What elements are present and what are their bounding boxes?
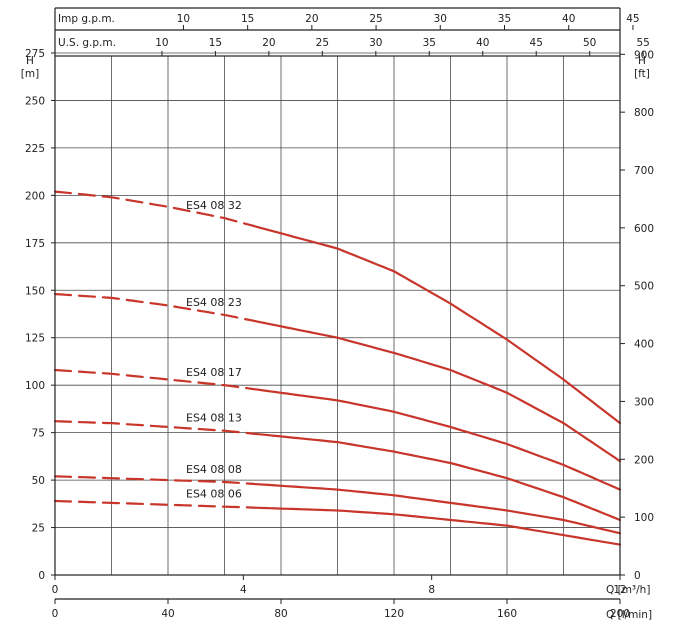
tick-label-us-45: 45 xyxy=(530,37,543,49)
curve-solid-1 xyxy=(251,319,622,463)
tick-label-yft-300: 300 xyxy=(634,396,654,408)
x-label-m3h: Q [m³/h] xyxy=(606,584,650,596)
tick-label-m3h-0: 0 xyxy=(52,584,59,596)
series-label-3: ES4 08 13 xyxy=(186,412,242,425)
tick-label-ym-150: 150 xyxy=(25,285,45,297)
series-label-5: ES4 08 06 xyxy=(186,488,242,501)
tick-label-lmin-80: 80 xyxy=(274,608,287,620)
curves: ES4 08 32 ES4 08 23 ES4 08 17 ES4 08 13 ES4 … xyxy=(53,190,622,546)
tick-label-us-40: 40 xyxy=(476,37,489,49)
curve-dashed-5 xyxy=(53,499,254,509)
tick-label-us-35: 35 xyxy=(423,37,436,49)
tick-label-m3h-8: 8 xyxy=(428,584,435,596)
tick-label-yft-900: 900 xyxy=(634,49,654,61)
curve-dashed-0 xyxy=(53,190,254,227)
tick-label-us-55: 55 xyxy=(636,37,649,49)
plot-frame xyxy=(54,7,621,600)
tick-label-imp-30: 30 xyxy=(434,13,447,25)
tick-label-us-10: 10 xyxy=(155,37,168,49)
top-axis-label-us: U.S. g.p.m. xyxy=(58,37,116,49)
curve-solid-0 xyxy=(251,224,622,425)
series-label-1: ES4 08 23 xyxy=(186,296,242,309)
tick-label-ym-250: 250 xyxy=(25,95,45,107)
y-left-label-h: H xyxy=(26,55,34,67)
curve-dashed-4 xyxy=(53,475,254,485)
tick-label-ym-75: 75 xyxy=(32,428,45,440)
tick-label-us-25: 25 xyxy=(316,37,329,49)
axis-labels: Imp g.p.m. U.S. g.p.m. H [m] H [ft] Q [m… xyxy=(21,13,652,621)
tick-label-yft-100: 100 xyxy=(634,512,654,524)
tick-label-m3h-12: 12 xyxy=(613,584,626,596)
tick-label-ym-125: 125 xyxy=(25,333,45,345)
tick-label-ym-25: 25 xyxy=(32,523,45,535)
tick-label-yft-200: 200 xyxy=(634,454,654,466)
tick-label-yft-0: 0 xyxy=(634,570,641,582)
y-left-label-unit: [m] xyxy=(21,68,39,80)
tick-label-lmin-120: 120 xyxy=(384,608,404,620)
tick-label-imp-35: 35 xyxy=(498,13,511,25)
tick-label-ym-50: 50 xyxy=(32,475,45,487)
tick-label-yft-800: 800 xyxy=(634,107,654,119)
tick-label-us-50: 50 xyxy=(583,37,596,49)
x-label-lmin: Q [l/min] xyxy=(606,609,652,621)
tick-label-lmin-200: 200 xyxy=(610,608,630,620)
tick-label-imp-15: 15 xyxy=(241,13,254,25)
tick-label-ym-175: 175 xyxy=(25,238,45,250)
curve-solid-4 xyxy=(251,482,622,535)
tick-label-imp-45: 45 xyxy=(626,13,639,25)
tick-label-ym-275: 275 xyxy=(25,48,45,60)
y-right-label-unit: [ft] xyxy=(634,68,650,80)
tick-label-m3h-4: 4 xyxy=(240,584,247,596)
tick-label-us-15: 15 xyxy=(209,37,222,49)
tick-label-ym-100: 100 xyxy=(25,380,45,392)
tick-label-imp-40: 40 xyxy=(562,13,575,25)
curve-solid-5 xyxy=(251,506,622,546)
tick-label-imp-25: 25 xyxy=(369,13,382,25)
tick-label-yft-700: 700 xyxy=(634,165,654,177)
tick-label-ym-225: 225 xyxy=(25,143,45,155)
tick-label-ym-0: 0 xyxy=(38,570,45,582)
curve-solid-3 xyxy=(251,432,622,522)
series-label-2: ES4 08 17 xyxy=(186,366,242,379)
tick-label-yft-600: 600 xyxy=(634,223,654,235)
tick-label-lmin-0: 0 xyxy=(52,608,59,620)
plot-border xyxy=(54,55,621,576)
grid xyxy=(55,52,621,575)
tick-label-yft-400: 400 xyxy=(634,339,654,351)
curve-dashed-1 xyxy=(53,293,254,322)
tick-label-us-20: 20 xyxy=(262,37,275,49)
curve-solid-2 xyxy=(251,387,622,491)
tick-label-ym-200: 200 xyxy=(25,190,45,202)
tick-label-lmin-40: 40 xyxy=(161,608,174,620)
y-right-label-h: H xyxy=(638,55,646,67)
top-axis-label-imp: Imp g.p.m. xyxy=(58,13,115,25)
series-label-0: ES4 08 32 xyxy=(186,199,242,212)
tick-label-us-30: 30 xyxy=(369,37,382,49)
tick-label-imp-20: 20 xyxy=(305,13,318,25)
curve-dashed-3 xyxy=(53,420,254,435)
series-label-4: ES4 08 08 xyxy=(186,463,242,476)
curve-dashed-2 xyxy=(53,368,254,391)
tick-label-lmin-160: 160 xyxy=(497,608,517,620)
tick-label-yft-500: 500 xyxy=(634,281,654,293)
tick-label-imp-10: 10 xyxy=(177,13,190,25)
